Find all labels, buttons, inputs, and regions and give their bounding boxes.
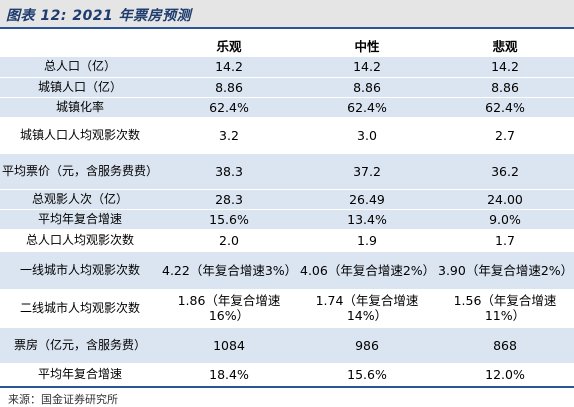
table-row: 票房（亿元，含服务费） 1084 986 868	[0, 327, 574, 364]
table-row: 平均年复合增速 15.6% 13.4% 9.0%	[0, 209, 574, 230]
table-row: 城镇人口（亿） 8.86 8.86 8.86	[0, 77, 574, 98]
cell-pessimistic: 36.2	[436, 153, 574, 190]
row-label: 平均年复合增速	[0, 209, 160, 230]
cell-pessimistic: 868	[436, 327, 574, 364]
cell-optimistic: 14.2	[160, 57, 298, 78]
row-label: 一线城市人均观影次数	[0, 251, 160, 290]
cell-pessimistic: 3.90（年复合增速2%）	[436, 251, 574, 290]
cell-neutral: 4.06（年复合增速2%）	[298, 251, 436, 290]
row-label: 城镇人口（亿）	[0, 77, 160, 98]
cell-neutral: 26.49	[298, 189, 436, 210]
row-label: 总人口人均观影次数	[0, 229, 160, 252]
cell-pessimistic: 1.7	[436, 229, 574, 252]
cell-optimistic: 38.3	[160, 153, 298, 190]
cell-neutral: 37.2	[298, 153, 436, 190]
cell-optimistic: 4.22（年复合增速3%）	[160, 251, 298, 290]
cell-pessimistic: 24.00	[436, 189, 574, 210]
table-row: 城镇人口人均观影次数 3.2 3.0 2.7	[0, 117, 574, 154]
title-rule	[0, 27, 574, 29]
cell-neutral: 14.2	[298, 57, 436, 78]
cell-optimistic: 15.6%	[160, 209, 298, 230]
table-row: 平均票价（元，含服务费费） 38.3 37.2 36.2	[0, 153, 574, 190]
cell-optimistic: 3.2	[160, 117, 298, 154]
cell-optimistic: 62.4%	[160, 97, 298, 118]
cell-optimistic: 8.86	[160, 77, 298, 98]
header-row: 乐观 中性 悲观	[0, 33, 574, 57]
row-label: 总人口（亿）	[0, 57, 160, 78]
header-neutral: 中性	[298, 33, 436, 57]
cell-pessimistic: 9.0%	[436, 209, 574, 230]
row-label: 总观影人次（亿）	[0, 189, 160, 210]
source-rule	[0, 386, 574, 388]
cell-pessimistic: 2.7	[436, 117, 574, 154]
row-label: 城镇人口人均观影次数	[0, 117, 160, 154]
title-bar: 图表 12: 2021 年票房预测	[0, 0, 574, 27]
cell-optimistic: 18.4%	[160, 363, 298, 386]
row-label: 票房（亿元，含服务费）	[0, 327, 160, 364]
cell-optimistic: 2.0	[160, 229, 298, 252]
cell-neutral: 986	[298, 327, 436, 364]
table-title: 图表 12: 2021 年票房预测	[6, 8, 192, 24]
cell-neutral: 62.4%	[298, 97, 436, 118]
forecast-table: 乐观 中性 悲观 总人口（亿） 14.2 14.2 14.2 城镇人口（亿） 8…	[0, 33, 574, 386]
cell-neutral: 15.6%	[298, 363, 436, 386]
table-row: 总人口（亿） 14.2 14.2 14.2	[0, 57, 574, 78]
table-row: 总人口人均观影次数 2.0 1.9 1.7	[0, 229, 574, 252]
row-label: 城镇化率	[0, 97, 160, 118]
cell-neutral: 1.9	[298, 229, 436, 252]
source-note: 来源：国金证券研究所	[8, 393, 118, 406]
table-row: 一线城市人均观影次数 4.22（年复合增速3%） 4.06（年复合增速2%） 3…	[0, 251, 574, 290]
table-row: 城镇化率 62.4% 62.4% 62.4%	[0, 97, 574, 118]
cell-optimistic: 28.3	[160, 189, 298, 210]
row-label: 二线城市人均观影次数	[0, 289, 160, 328]
cell-optimistic: 1.86（年复合增速16%）	[160, 289, 298, 328]
cell-neutral: 3.0	[298, 117, 436, 154]
row-label: 平均年复合增速	[0, 363, 160, 386]
cell-neutral: 1.74（年复合增速14%）	[298, 289, 436, 328]
header-cell-empty	[0, 33, 160, 57]
table-row: 二线城市人均观影次数 1.86（年复合增速16%） 1.74（年复合增速14%）…	[0, 289, 574, 328]
cell-pessimistic: 62.4%	[436, 97, 574, 118]
cell-neutral: 13.4%	[298, 209, 436, 230]
row-label: 平均票价（元，含服务费费）	[0, 153, 160, 190]
table-row: 总观影人次（亿） 28.3 26.49 24.00	[0, 189, 574, 210]
cell-pessimistic: 1.56（年复合增速11%）	[436, 289, 574, 328]
table-row: 平均年复合增速 18.4% 15.6% 12.0%	[0, 363, 574, 386]
cell-optimistic: 1084	[160, 327, 298, 364]
cell-pessimistic: 14.2	[436, 57, 574, 78]
header-optimistic: 乐观	[160, 33, 298, 57]
cell-neutral: 8.86	[298, 77, 436, 98]
cell-pessimistic: 8.86	[436, 77, 574, 98]
header-pessimistic: 悲观	[436, 33, 574, 57]
cell-pessimistic: 12.0%	[436, 363, 574, 386]
